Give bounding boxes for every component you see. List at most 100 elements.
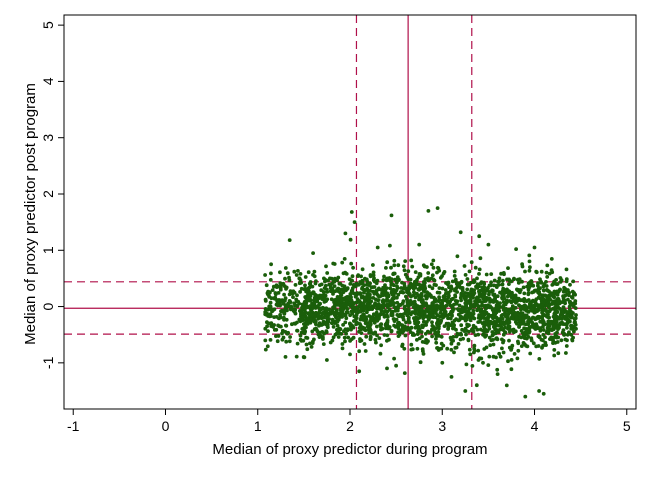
data-point <box>472 350 476 355</box>
data-point <box>458 295 463 300</box>
data-point <box>340 307 345 311</box>
data-point <box>416 324 421 329</box>
data-point <box>414 318 419 323</box>
data-point <box>518 322 523 326</box>
data-point <box>363 349 368 353</box>
data-point <box>534 303 538 308</box>
data-point <box>322 331 326 336</box>
data-point <box>443 288 448 292</box>
data-point <box>415 346 420 351</box>
data-point <box>292 269 297 274</box>
data-point <box>526 281 531 286</box>
data-point <box>326 313 331 318</box>
data-point <box>314 326 318 331</box>
x-axis-label: Median of proxy predictor during program <box>212 441 487 458</box>
data-point <box>336 275 341 280</box>
data-points <box>263 206 578 399</box>
data-point <box>399 286 404 290</box>
data-point <box>303 283 307 288</box>
data-point <box>529 317 533 322</box>
data-point <box>272 323 276 327</box>
data-point <box>321 342 326 346</box>
data-point <box>544 302 549 307</box>
data-point <box>522 291 527 296</box>
data-point <box>448 288 453 293</box>
data-point <box>515 356 520 361</box>
data-point <box>396 263 401 268</box>
data-point <box>342 335 347 340</box>
data-point <box>442 324 447 328</box>
data-point <box>558 276 563 280</box>
data-point <box>371 285 375 289</box>
data-point <box>338 295 343 300</box>
data-point <box>416 307 421 312</box>
data-point <box>447 301 451 305</box>
data-point <box>561 294 565 299</box>
data-point <box>278 315 283 320</box>
data-point <box>569 295 574 299</box>
data-point <box>395 300 400 305</box>
data-point <box>263 299 268 303</box>
data-point <box>457 303 462 308</box>
data-point <box>449 341 454 346</box>
data-point <box>295 328 299 333</box>
data-point <box>415 282 420 287</box>
data-point <box>314 310 318 315</box>
data-point <box>480 285 484 290</box>
data-point <box>284 317 289 322</box>
data-point <box>346 295 350 299</box>
data-point <box>452 274 457 278</box>
data-point <box>436 265 440 270</box>
data-point <box>506 293 511 298</box>
data-point <box>306 286 311 291</box>
data-point <box>519 335 524 340</box>
data-point <box>465 287 470 292</box>
data-point <box>522 299 526 304</box>
data-point <box>407 315 411 320</box>
data-point <box>394 363 398 368</box>
data-point <box>401 329 406 333</box>
data-point <box>557 316 562 321</box>
data-point <box>375 324 379 329</box>
data-point <box>471 280 476 285</box>
data-point <box>413 310 418 315</box>
data-point <box>519 344 524 348</box>
data-point <box>403 272 408 277</box>
data-point <box>341 323 345 327</box>
data-point <box>382 309 387 314</box>
data-point <box>450 296 455 301</box>
data-point <box>535 326 540 331</box>
data-point <box>513 312 518 317</box>
data-point <box>523 394 528 399</box>
data-point <box>348 321 352 326</box>
data-point <box>391 296 396 301</box>
data-point <box>436 333 440 338</box>
data-point <box>340 315 344 319</box>
data-point <box>556 351 561 356</box>
data-point <box>427 304 432 309</box>
data-point <box>419 307 424 312</box>
data-point <box>379 309 384 313</box>
data-point <box>468 298 473 302</box>
data-point <box>476 332 481 337</box>
data-point <box>565 313 570 318</box>
data-point <box>507 345 512 350</box>
data-point <box>317 323 321 328</box>
data-point <box>377 313 382 317</box>
data-point <box>377 316 381 321</box>
data-point <box>378 351 383 356</box>
data-point <box>527 253 532 258</box>
data-point <box>521 285 526 290</box>
data-point <box>281 300 286 305</box>
data-point <box>501 271 506 275</box>
data-point <box>559 308 564 313</box>
data-point <box>320 322 325 327</box>
data-point <box>357 303 362 308</box>
data-point <box>570 324 574 328</box>
data-point <box>388 301 393 306</box>
data-point <box>454 327 458 332</box>
data-point <box>482 320 486 324</box>
data-point <box>303 307 307 312</box>
data-point <box>527 325 532 330</box>
data-point <box>544 284 549 288</box>
